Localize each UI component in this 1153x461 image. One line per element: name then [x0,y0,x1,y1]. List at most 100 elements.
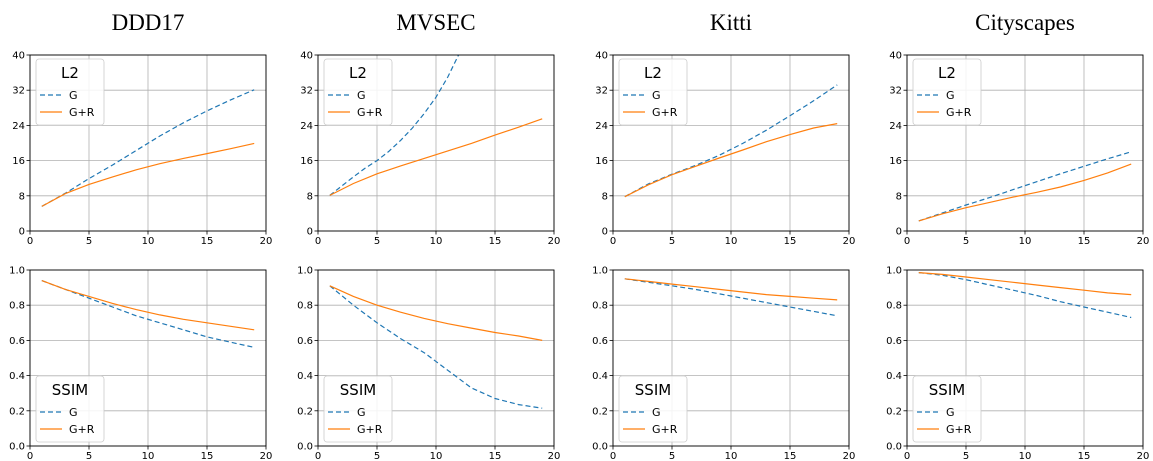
series-line-g-plus-r [918,163,1132,222]
plot-frame [612,54,850,232]
y-tick-label: 0.4 [9,371,25,382]
y-tick-label: 32 [12,86,25,97]
legend-title: SSIM [635,381,671,399]
y-tick-label: 0.4 [592,371,608,382]
y-tick-label: 0.4 [886,371,902,382]
x-tick-label: 15 [489,236,502,247]
legend-title: SSIM [929,381,965,399]
x-tick-label: 10 [430,451,443,461]
y-tick-label: 24 [889,121,902,132]
legend-box [35,375,105,443]
y-tick-label: 40 [889,51,902,62]
x-tick-label: 10 [1019,451,1032,461]
y-tick-label: 0.4 [297,371,313,382]
column-title-kitti: Kitti [710,10,752,35]
legend-label-g: G [946,89,955,102]
legend-label-g-plus-r: G+R [652,106,678,119]
column-title-ddd17: DDD17 [112,10,185,35]
panel-ddd17-l2: 0 5 10 15 20 0 8 16 24 32 40 L2 G G+R [12,51,272,248]
y-tick-label: 32 [300,86,313,97]
x-tick-label: 20 [548,236,561,247]
x-tick-label: 0 [315,236,321,247]
legend-label-g: G [652,89,661,102]
y-tick-label: 1.0 [297,266,313,277]
x-tick-label: 15 [201,236,214,247]
y-tick-label: 0 [896,227,902,238]
x-tick-label: 5 [669,236,675,247]
legend: L2 G G+R [618,58,688,126]
series-line-g-plus-r [624,278,838,301]
legend-title: SSIM [52,381,88,399]
x-tick-label: 10 [725,236,738,247]
series-line-g-plus-r [329,285,543,341]
legend-label-g-plus-r: G+R [357,106,383,119]
plot-frame [29,269,267,447]
y-tick-label: 0.8 [9,301,25,312]
series-line-g [329,55,460,196]
legend-box [912,58,982,126]
y-tick-label: 16 [12,156,25,167]
y-tick-label: 1.0 [9,266,25,277]
x-tick-label: 0 [315,451,321,461]
series-line-g-plus-r [41,280,255,331]
x-tick-label: 5 [86,236,92,247]
legend-label-g-plus-r: G+R [652,423,678,436]
y-tick-label: 0.6 [9,336,25,347]
x-tick-label: 10 [142,451,155,461]
x-tick-label: 15 [784,451,797,461]
y-tick-label: 0.0 [297,442,313,453]
x-tick-label: 0 [27,236,33,247]
x-tick-label: 10 [142,236,155,247]
plot-frame [29,54,267,232]
legend: L2 G G+R [912,58,982,126]
x-tick-label: 15 [489,451,502,461]
legend-title: L2 [349,64,367,82]
y-tick-label: 0.6 [886,336,902,347]
legend-label-g-plus-r: G+R [69,106,95,119]
legend-label-g-plus-r: G+R [946,423,972,436]
x-tick-label: 0 [904,451,910,461]
series-line-g-plus-r [624,123,838,198]
plot-frame [612,269,850,447]
legend-title: L2 [644,64,662,82]
y-tick-label: 24 [595,121,608,132]
legend-label-g-plus-r: G+R [946,106,972,119]
y-tick-label: 8 [602,191,608,202]
series-line-g [329,285,543,409]
y-tick-label: 16 [595,156,608,167]
x-tick-label: 10 [1019,236,1032,247]
legend-title: L2 [61,64,79,82]
legend-label-g-plus-r: G+R [357,423,383,436]
y-tick-label: 0 [602,227,608,238]
legend-label-g-plus-r: G+R [69,423,95,436]
legend: SSIM G G+R [912,375,982,443]
column-title-mvsec: MVSEC [396,10,475,35]
y-tick-label: 16 [300,156,313,167]
legend: L2 G G+R [323,58,393,126]
y-tick-label: 8 [307,191,313,202]
y-tick-label: 1.0 [592,266,608,277]
x-tick-label: 15 [1078,236,1091,247]
series-line-g [918,272,1132,319]
y-tick-label: 40 [12,51,25,62]
plot-frame [906,269,1144,447]
panel-ddd17-ssim: 0 5 10 15 20 0.0 0.2 0.4 0.6 0.8 1.0 SSIM G G+R [9,266,272,461]
x-tick-label: 5 [963,236,969,247]
y-tick-label: 8 [19,191,25,202]
y-tick-label: 0.8 [297,301,313,312]
y-tick-label: 0.2 [886,406,902,417]
y-tick-label: 1.0 [886,266,902,277]
x-tick-label: 0 [27,451,33,461]
series-line-g [624,84,838,198]
legend-label-g: G [652,406,661,419]
legend-box [35,58,105,126]
y-tick-label: 0.0 [886,442,902,453]
y-tick-label: 8 [896,191,902,202]
legend: L2 G G+R [35,58,105,126]
x-tick-label: 15 [1078,451,1091,461]
y-tick-label: 0.6 [297,336,313,347]
y-tick-label: 0.8 [592,301,608,312]
legend-label-g: G [946,406,955,419]
y-tick-label: 24 [12,121,25,132]
